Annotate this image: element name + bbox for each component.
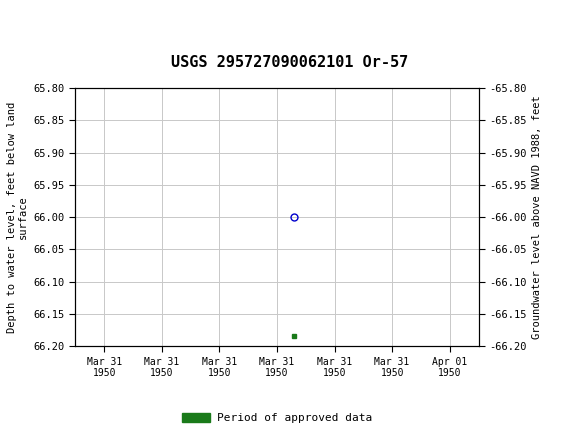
Y-axis label: Groundwater level above NAVD 1988, feet: Groundwater level above NAVD 1988, feet	[532, 95, 542, 339]
Text: ≡: ≡	[5, 4, 23, 34]
Legend: Period of approved data: Period of approved data	[182, 413, 372, 423]
Text: USGS: USGS	[28, 9, 92, 29]
Text: USGS 295727090062101 Or-57: USGS 295727090062101 Or-57	[171, 55, 409, 71]
Y-axis label: Depth to water level, feet below land
surface: Depth to water level, feet below land su…	[6, 101, 28, 333]
